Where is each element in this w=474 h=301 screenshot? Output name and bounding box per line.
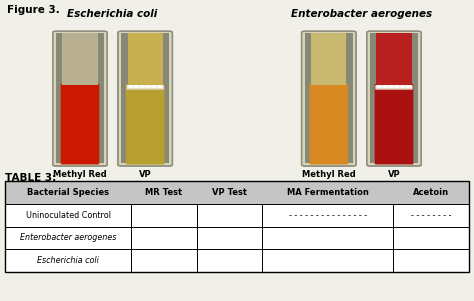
Circle shape <box>383 86 388 87</box>
Bar <box>63 33 98 85</box>
FancyBboxPatch shape <box>310 84 348 164</box>
Bar <box>311 33 346 85</box>
Circle shape <box>394 86 399 87</box>
FancyBboxPatch shape <box>53 31 107 166</box>
Circle shape <box>401 86 405 87</box>
Bar <box>56 33 63 163</box>
Text: Acetoin: Acetoin <box>413 188 449 197</box>
FancyBboxPatch shape <box>367 31 421 166</box>
Text: Methyl Red: Methyl Red <box>302 170 356 179</box>
Text: VP: VP <box>388 170 401 179</box>
Text: Enterobacter aerogenes: Enterobacter aerogenes <box>20 234 116 242</box>
Circle shape <box>377 86 382 87</box>
Bar <box>5 249 469 272</box>
Bar <box>5 204 469 227</box>
Bar <box>98 33 104 163</box>
FancyBboxPatch shape <box>118 31 173 166</box>
Text: TABLE 3:: TABLE 3: <box>5 173 56 183</box>
Circle shape <box>152 86 156 87</box>
Text: - - - - - - - -: - - - - - - - - <box>411 211 451 220</box>
Text: Methyl Red: Methyl Red <box>53 170 107 179</box>
Circle shape <box>157 86 162 87</box>
Bar <box>370 33 376 163</box>
Circle shape <box>140 86 145 87</box>
Text: - - - - - - - - - - - - - - -: - - - - - - - - - - - - - - - <box>289 211 367 220</box>
Circle shape <box>128 86 133 87</box>
Circle shape <box>134 86 139 87</box>
Bar <box>128 33 163 85</box>
Bar <box>411 33 418 163</box>
Circle shape <box>389 86 393 87</box>
Text: Escherichia coli: Escherichia coli <box>67 9 158 19</box>
Bar <box>305 33 311 163</box>
Bar <box>121 33 128 163</box>
Circle shape <box>406 86 411 87</box>
Text: Enterobacter aerogenes: Enterobacter aerogenes <box>291 9 432 19</box>
Circle shape <box>146 86 150 87</box>
FancyBboxPatch shape <box>126 84 164 164</box>
FancyBboxPatch shape <box>61 84 100 164</box>
FancyBboxPatch shape <box>301 31 356 166</box>
Text: Bacterial Species: Bacterial Species <box>27 188 109 197</box>
FancyBboxPatch shape <box>375 85 413 90</box>
Bar <box>346 33 353 163</box>
Text: Figure 3.: Figure 3. <box>7 5 60 14</box>
Text: MR Test: MR Test <box>146 188 182 197</box>
Text: VP Test: VP Test <box>212 188 247 197</box>
Text: Escherichia coli: Escherichia coli <box>37 256 99 265</box>
Bar <box>5 181 469 272</box>
Bar <box>163 33 169 163</box>
FancyBboxPatch shape <box>374 84 413 164</box>
Bar <box>376 33 411 85</box>
Bar <box>5 227 469 249</box>
Text: Uninoculated Control: Uninoculated Control <box>26 211 110 220</box>
FancyBboxPatch shape <box>127 85 164 90</box>
Text: VP: VP <box>139 170 152 179</box>
Text: MA Fermentation: MA Fermentation <box>287 188 369 197</box>
Bar <box>5 181 469 204</box>
